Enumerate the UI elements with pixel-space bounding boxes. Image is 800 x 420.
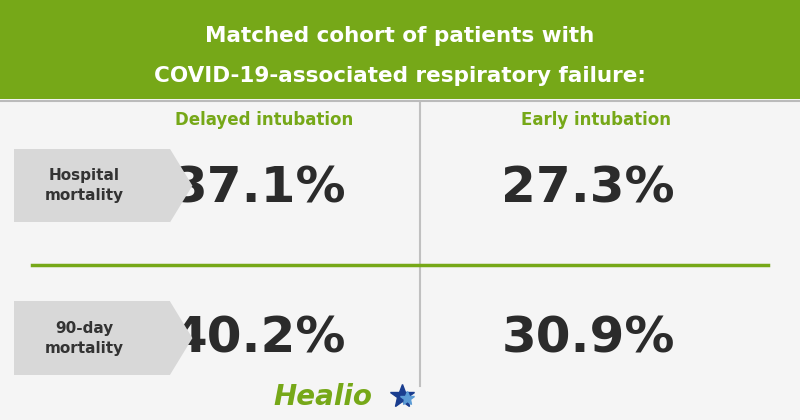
Text: 90-day
mortality: 90-day mortality (45, 321, 123, 355)
Text: 40.2%: 40.2% (174, 314, 346, 362)
Text: Delayed intubation: Delayed intubation (175, 111, 353, 129)
Text: 30.9%: 30.9% (502, 314, 674, 362)
Text: 27.3%: 27.3% (501, 165, 675, 213)
Polygon shape (170, 302, 193, 375)
Text: Healio: Healio (273, 383, 372, 411)
Bar (0, 0, 800, 99)
Text: Matched cohort of patients with: Matched cohort of patients with (206, 26, 594, 46)
Bar (14, 149, 170, 222)
Bar (14, 302, 170, 375)
Text: Early intubation: Early intubation (521, 111, 671, 129)
Text: 37.1%: 37.1% (173, 165, 347, 213)
Text: COVID-19-associated respiratory failure:: COVID-19-associated respiratory failure: (154, 66, 646, 86)
Text: Hospital
mortality: Hospital mortality (45, 168, 123, 203)
Polygon shape (170, 149, 193, 222)
